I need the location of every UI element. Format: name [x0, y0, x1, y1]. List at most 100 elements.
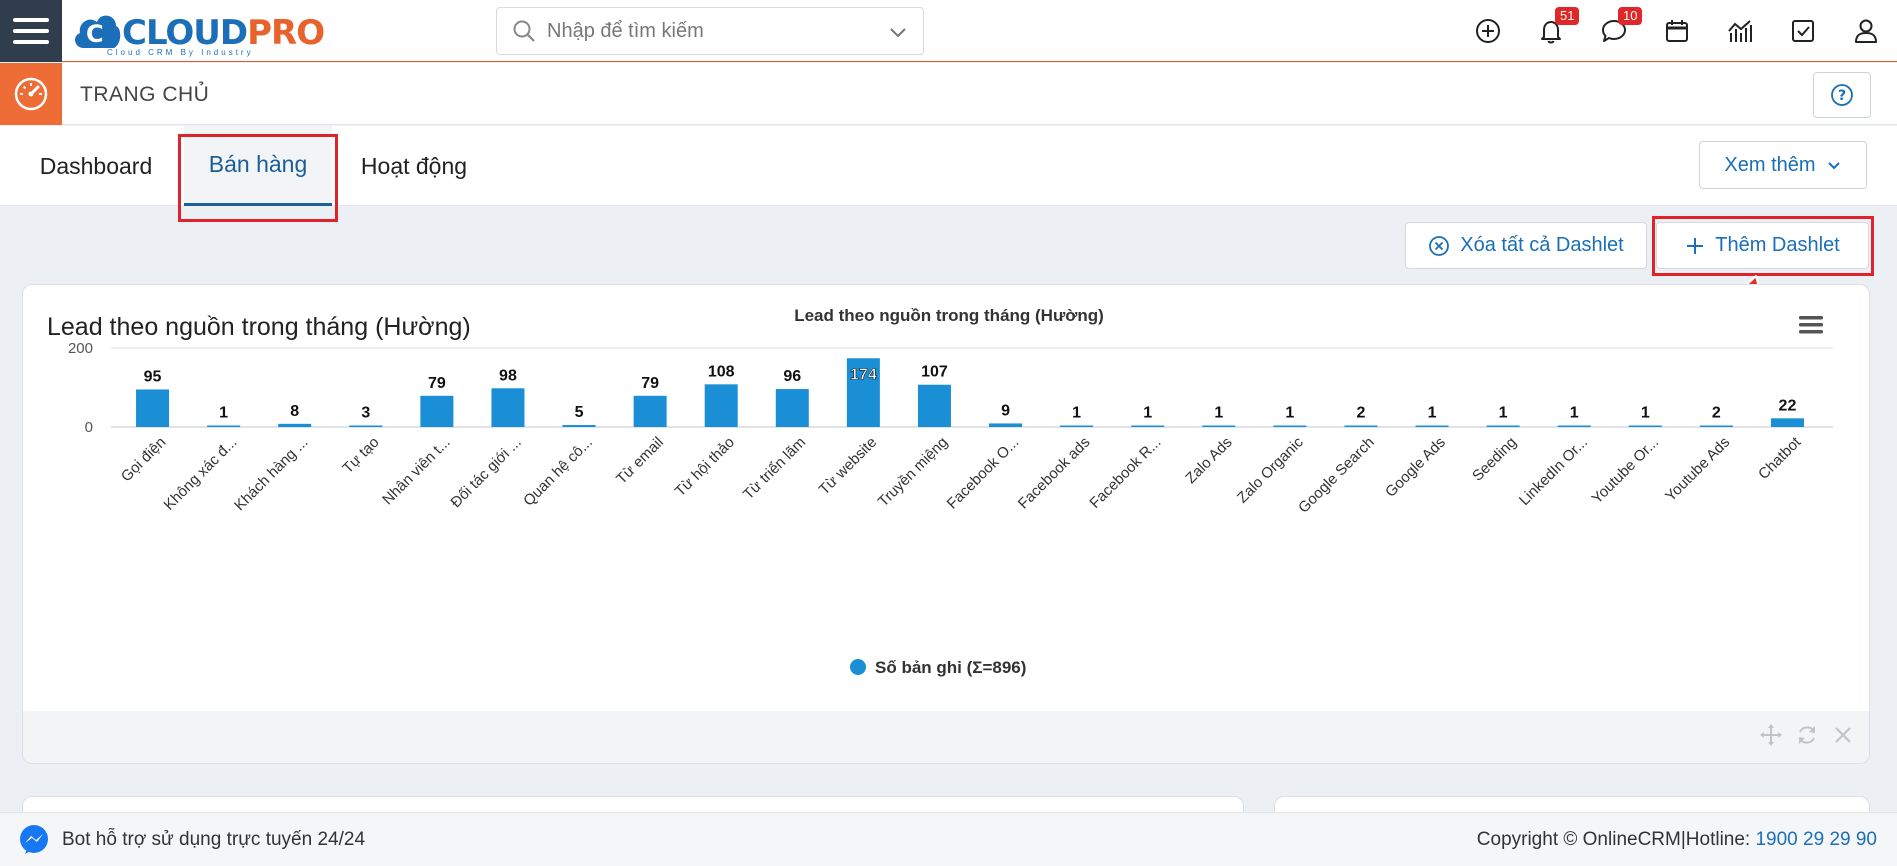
bar-13 — [1060, 425, 1094, 427]
data-label-9: 96 — [783, 368, 801, 385]
bar-chart: Lead theo nguồn trong tháng (Hường) 0 200 9… — [68, 306, 1833, 677]
x-tick-label-22: Youtube Ads — [1662, 434, 1733, 505]
x-tick-label-16: Zalo Organic — [1234, 433, 1307, 506]
x-tick-label-14: Facebook R... — [1086, 434, 1164, 512]
data-label-18: 1 — [1428, 405, 1437, 422]
x-tick-label-10: Từ website — [816, 434, 881, 499]
x-tick-label-18: Google Ads — [1382, 434, 1449, 501]
bar-20 — [1557, 425, 1591, 427]
reports-button[interactable] — [1708, 0, 1771, 62]
move-icon[interactable] — [1759, 723, 1783, 747]
help-button[interactable]: ? — [1813, 72, 1871, 118]
bar-14 — [1131, 425, 1165, 427]
global-search[interactable] — [496, 7, 924, 55]
clear-all-dashlets-button[interactable]: Xóa tất cả Dashlet — [1405, 222, 1647, 269]
notifications-button[interactable]: 51 — [1519, 0, 1582, 62]
data-label-3: 3 — [361, 405, 370, 422]
bar-5 — [491, 388, 525, 427]
support-bot-link[interactable]: Bot hỗ trợ sử dụng trực tuyến 24/24 — [62, 828, 366, 850]
x-tick-label-13: Facebook ads — [1015, 434, 1094, 513]
bar-0 — [136, 389, 170, 427]
copyright-label: Copyright © OnlineCRM|Hotline: — [1476, 829, 1756, 850]
hamburger-menu-button[interactable] — [0, 0, 62, 62]
data-label-1: 1 — [219, 405, 228, 422]
hotline-link[interactable]: 1900 29 29 90 — [1755, 829, 1877, 850]
copyright-text: Copyright © OnlineCRM|Hotline: 1900 29 2… — [1477, 829, 1877, 851]
dashboard-tabs-bar: Dashboard Bán hàng Hoạt động Xem thêm — [0, 126, 1897, 206]
tab-ban-hang[interactable]: Bán hàng — [184, 126, 332, 206]
question-circle-icon: ? — [1831, 84, 1853, 106]
bar-9 — [775, 389, 809, 427]
data-label-22: 2 — [1712, 405, 1721, 422]
messages-badge: 10 — [1618, 7, 1643, 25]
x-tick-label-2: Khách hàng ... — [231, 434, 311, 514]
status-footer: Bot hỗ trợ sử dụng trực tuyến 24/24 Copy… — [0, 812, 1897, 866]
chart-title: Lead theo nguồn trong tháng (Hường) — [794, 306, 1104, 325]
page-header-bar: TRANG CHỦ ? — [0, 63, 1897, 125]
close-icon[interactable] — [1831, 723, 1855, 747]
tab-hoat-dong[interactable]: Hoạt động — [360, 152, 468, 179]
search-input[interactable] — [547, 19, 877, 43]
bar-23 — [1770, 418, 1804, 427]
x-tick-label-4: Nhân viên t... — [379, 434, 454, 509]
svg-text:?: ? — [1838, 88, 1846, 104]
bar-11 — [917, 384, 951, 427]
x-tick-label-0: Gọi điện — [118, 434, 170, 486]
tab-dashboard[interactable]: Dashboard — [39, 152, 153, 179]
bar-21 — [1628, 425, 1662, 427]
add-dashlet-label: Thêm Dashlet — [1715, 234, 1840, 256]
add-dashlet-button[interactable]: Thêm Dashlet — [1656, 222, 1869, 269]
data-label-14: 1 — [1143, 405, 1152, 422]
x-tick-label-11: Truyền miệng — [875, 434, 951, 510]
data-label-8: 108 — [708, 363, 735, 380]
refresh-icon[interactable] — [1795, 723, 1819, 747]
bar-15 — [1202, 425, 1236, 427]
clear-all-dashlets-label: Xóa tất cả Dashlet — [1460, 234, 1624, 256]
bar-8 — [704, 384, 738, 427]
bar-4 — [420, 395, 454, 427]
bar-16 — [1273, 425, 1307, 427]
data-label-16: 1 — [1285, 405, 1294, 422]
legend-label: Số bản ghi (Σ=896) — [875, 658, 1026, 677]
data-label-5: 98 — [499, 367, 517, 384]
messenger-icon[interactable] — [18, 824, 50, 856]
quick-create-button[interactable] — [1456, 0, 1519, 62]
bar-12 — [989, 423, 1023, 427]
bar-18 — [1415, 425, 1449, 427]
y-tick-label-1: 200 — [68, 340, 93, 357]
chevron-down-icon[interactable] — [887, 21, 909, 43]
x-tick-label-15: Zalo Ads — [1182, 434, 1235, 487]
dashlet-lead-by-source: Lead theo nguồn trong tháng (Hường) Lead… — [22, 284, 1870, 764]
cloudpro-logo[interactable]: C CLOUDPRO Cloud CRM By Industry — [72, 4, 325, 58]
user-profile-button[interactable] — [1834, 0, 1897, 62]
calendar-button[interactable] — [1645, 0, 1708, 62]
plus-icon — [1687, 237, 1704, 254]
tasks-button[interactable] — [1771, 0, 1834, 62]
speedometer-icon — [14, 77, 48, 111]
header-icon-group: 51 10 — [1456, 0, 1897, 62]
y-tick-label-0: 0 — [85, 419, 93, 436]
top-navbar: C CLOUDPRO Cloud CRM By Industry — [0, 0, 1897, 62]
bar-22 — [1699, 425, 1733, 427]
x-tick-label-21: Youtube Or... — [1589, 434, 1663, 508]
bar-7 — [633, 395, 667, 427]
x-tick-label-7: Từ email — [613, 434, 667, 488]
x-tick-label-20: LinkedIn Or... — [1516, 434, 1591, 509]
x-tick-label-19: Seeding — [1469, 434, 1520, 485]
close-circle-icon — [1429, 235, 1450, 256]
data-label-15: 1 — [1214, 405, 1223, 422]
data-label-2: 8 — [290, 403, 299, 420]
plus-circle-icon — [1475, 19, 1500, 43]
logo-text: CLOUDPRO — [122, 13, 325, 53]
chart-menu-icon-line-2 — [1799, 330, 1823, 334]
more-tabs-button[interactable]: Xem thêm — [1699, 141, 1867, 189]
chart-menu-icon-line-0 — [1799, 316, 1823, 320]
notifications-badge: 51 — [1555, 7, 1580, 25]
data-label-13: 1 — [1072, 405, 1081, 422]
bar-2 — [278, 423, 312, 427]
chart-menu-icon-line-1 — [1799, 323, 1823, 327]
home-dashboard-button[interactable] — [0, 63, 62, 125]
data-label-11: 107 — [921, 364, 948, 381]
messages-button[interactable]: 10 — [1582, 0, 1645, 62]
svg-text:C: C — [86, 20, 104, 48]
